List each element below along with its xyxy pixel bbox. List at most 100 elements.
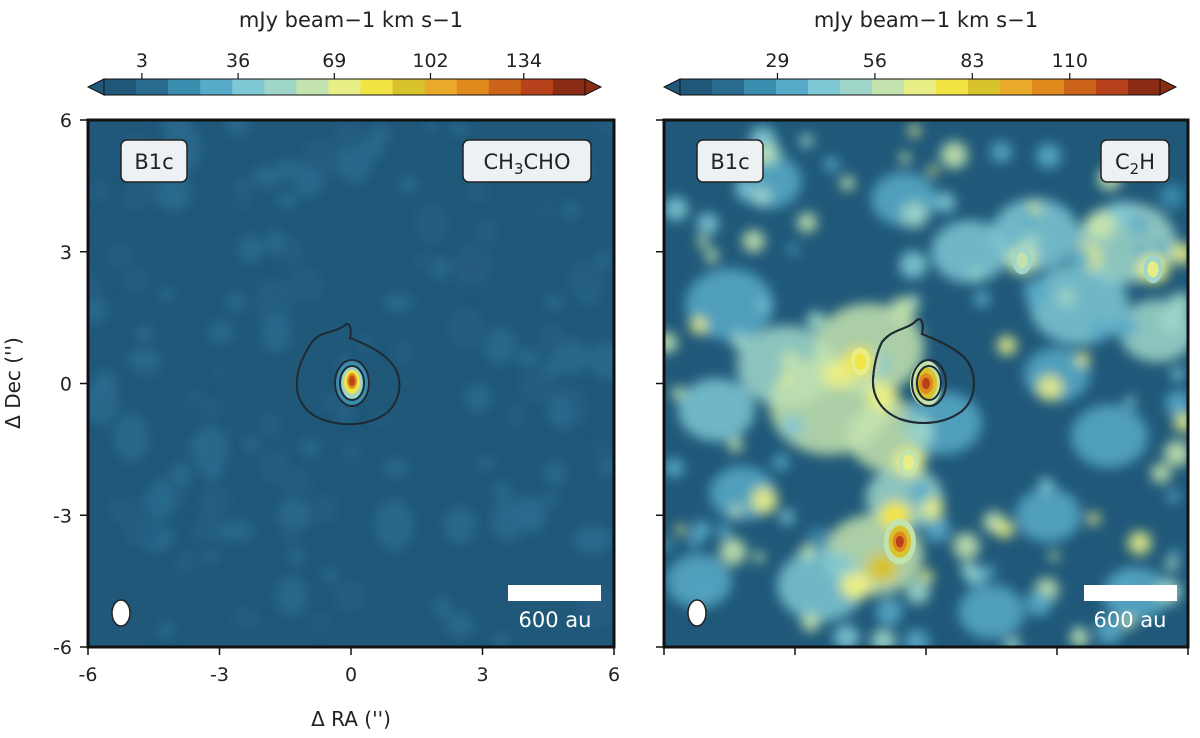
- noise-speckle: [544, 294, 564, 310]
- emission-knot: [995, 520, 1014, 539]
- noise-speckle: [132, 184, 146, 200]
- emission-knot: [899, 152, 911, 164]
- emission-clump: [958, 584, 1025, 639]
- colorbar-segment: [744, 79, 777, 95]
- emission-knot: [1070, 629, 1089, 647]
- noise-speckle: [161, 120, 191, 133]
- colorbar-segment: [552, 79, 586, 95]
- emission-knot: [1159, 184, 1185, 210]
- emission-knot: [727, 437, 743, 453]
- noise-speckle: [492, 481, 513, 503]
- emission-knot: [924, 516, 951, 543]
- emission-peak: [1147, 261, 1159, 278]
- noise-speckle: [88, 179, 109, 201]
- emission-knot: [664, 331, 678, 354]
- emission-knot: [807, 527, 830, 550]
- panel-c2h: mJy beam−1 km s−1 29 56 83 110 600 au B1c C…: [656, 8, 1190, 655]
- noise-speckle: [184, 391, 205, 405]
- colorbar-tick-label: 36: [226, 50, 250, 72]
- emission-knot: [1021, 208, 1038, 225]
- noise-speckle: [191, 518, 224, 542]
- colorbar-tick-label: 102: [412, 50, 448, 72]
- y-tick-label: 0: [60, 374, 72, 396]
- noise-speckle: [260, 313, 292, 353]
- colorbar-segment: [904, 79, 937, 95]
- emission-knot: [697, 212, 719, 235]
- emission-knot: [779, 509, 795, 525]
- emission-knot: [960, 561, 976, 577]
- scale-bar-right: [1084, 585, 1177, 601]
- noise-speckle: [159, 287, 175, 301]
- colorbar-segment: [1064, 79, 1097, 95]
- molecule-label-right: C2H: [1115, 150, 1155, 178]
- emission-knot: [1035, 143, 1061, 169]
- emission-peak: [922, 377, 930, 390]
- noise-speckle: [554, 340, 591, 375]
- emission-knot: [1038, 477, 1054, 493]
- colorbar-tick-label: 29: [765, 50, 789, 72]
- emission-knot: [904, 629, 930, 647]
- emission-knot: [691, 520, 711, 540]
- colorbar-tick-label: 56: [863, 50, 887, 72]
- noise-speckle: [124, 267, 149, 296]
- colorbar-segment: [392, 79, 426, 95]
- emission-knot: [780, 373, 791, 384]
- emission-knot: [1150, 463, 1172, 484]
- colorbar-extend-low: [86, 78, 105, 96]
- emission-knot: [920, 497, 944, 521]
- axes-ticks-left: -6 -6 -3 -3 0 0 3 3 6 6: [53, 110, 620, 686]
- emission-knot: [1121, 615, 1136, 630]
- emission-knot: [1070, 248, 1092, 271]
- noise-speckle: [449, 122, 469, 136]
- colorbar-segment: [520, 79, 554, 95]
- emission-knot: [1168, 291, 1188, 316]
- noise-speckle: [334, 581, 366, 612]
- colorbar-right: mJy beam−1 km s−1 29 56 83 110: [662, 8, 1178, 96]
- beam-ellipse-right: [687, 599, 707, 627]
- colorbar-tick-label: 134: [506, 50, 542, 72]
- emission-knot: [664, 197, 689, 221]
- noise-speckle: [207, 320, 234, 344]
- colorbar-segment: [712, 79, 745, 95]
- noise-speckle: [281, 525, 299, 546]
- emission-knot: [1088, 319, 1110, 341]
- emission-knot: [806, 311, 826, 330]
- emission-clump: [1015, 488, 1082, 543]
- emission-knot: [906, 417, 934, 445]
- noise-speckle: [412, 254, 435, 270]
- beam-ellipse-left: [111, 599, 131, 627]
- colorbar-tick-label: 83: [960, 50, 984, 72]
- noise-speckle: [225, 426, 238, 436]
- emission-knot: [1004, 637, 1021, 647]
- noise-speckle: [109, 496, 135, 523]
- emission-knot: [757, 299, 770, 312]
- noise-speckle: [448, 307, 485, 351]
- emission-knot: [675, 524, 686, 535]
- noise-speckle: [505, 402, 526, 429]
- noise-speckle: [113, 413, 149, 462]
- molecule-label-left: CH3CHO: [484, 150, 571, 178]
- colorbar-extend-low: [662, 78, 681, 96]
- noise-speckle: [135, 325, 154, 343]
- emission-knot: [664, 458, 684, 478]
- noise-speckle: [443, 506, 477, 545]
- colorbar-extend-high: [1159, 78, 1178, 96]
- noise-speckle: [414, 203, 449, 244]
- y-tick-label: 6: [60, 110, 72, 132]
- noise-speckle: [191, 425, 229, 476]
- noise-speckle: [294, 166, 323, 198]
- source-label-right: B1c: [710, 150, 749, 174]
- panel-ch3cho: mJy beam−1 km s−1 3 36 69 102 134 600 au: [1, 8, 620, 731]
- emission-knot: [687, 534, 701, 548]
- emission-knot: [1075, 352, 1091, 367]
- colorbar-ticks-left: 3 36 69 102 134: [136, 50, 542, 79]
- noise-speckle: [276, 190, 299, 209]
- emission-knot: [1109, 200, 1134, 226]
- emission-knot: [1133, 242, 1148, 258]
- noise-speckle: [145, 481, 175, 521]
- emission-knot: [742, 229, 765, 253]
- noise-speckle: [234, 196, 251, 211]
- emission-peak: [1016, 252, 1028, 269]
- emission-knot: [1167, 490, 1180, 503]
- emission-knot: [899, 250, 928, 279]
